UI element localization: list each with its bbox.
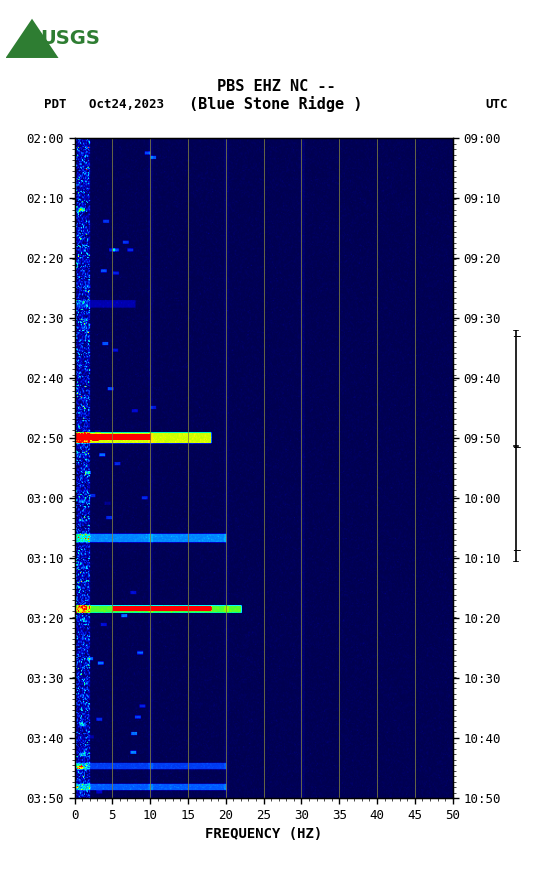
Text: ─: ─ [513,442,519,452]
Text: PDT   Oct24,2023: PDT Oct24,2023 [44,98,164,112]
Text: ─: ─ [513,331,519,341]
Text: USGS: USGS [40,29,100,48]
Text: PBS EHZ NC --: PBS EHZ NC -- [217,78,335,94]
Text: ─: ─ [513,545,519,555]
Text: (Blue Stone Ridge ): (Blue Stone Ridge ) [189,95,363,112]
Polygon shape [6,19,59,58]
Text: UTC: UTC [485,98,508,112]
X-axis label: FREQUENCY (HZ): FREQUENCY (HZ) [205,827,322,841]
